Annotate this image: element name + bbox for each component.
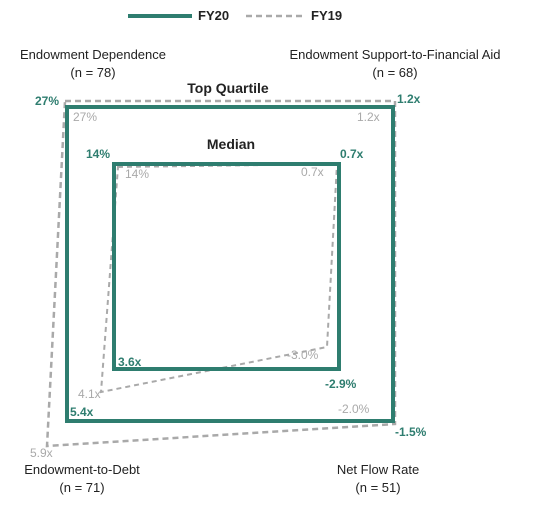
top-quartile-title: Top Quartile (187, 80, 269, 96)
label-fy19-tq-netflow: -2.0% (338, 402, 370, 416)
label-fy19-tq-dependence: 27% (73, 110, 97, 124)
fy19-top-quartile-polygon (45, 99, 397, 448)
label-fy19-tq-support: 1.2x (357, 110, 380, 124)
label-fy20-tq-debt: 5.4x (70, 405, 94, 419)
data-labels: 27% 1.2x -1.5% 5.4x 27% 1.2x -2.0% 5.9x … (30, 92, 427, 460)
label-fy19-med-netflow: -3.0% (287, 348, 319, 362)
label-fy19-tq-debt: 5.9x (30, 446, 53, 460)
legend-fy20-label: FY20 (198, 8, 229, 23)
legend-fy19-label: FY19 (311, 8, 342, 23)
axis-endowment-support-n: (n = 68) (372, 65, 417, 80)
axis-endowment-dependence-label: Endowment Dependence (20, 47, 166, 62)
axis-endowment-to-debt-n: (n = 71) (59, 480, 104, 495)
median-title: Median (207, 136, 255, 152)
axis-endowment-support-label: Endowment Support-to-Financial Aid (289, 47, 500, 62)
label-fy20-tq-netflow: -1.5% (395, 425, 427, 439)
fy20-top-quartile-polygon (65, 105, 395, 423)
label-fy20-med-support: 0.7x (340, 147, 364, 161)
label-fy19-med-dependence: 14% (125, 167, 149, 181)
axis-endowment-dependence-n: (n = 78) (70, 65, 115, 80)
label-fy20-tq-dependence: 27% (35, 94, 59, 108)
label-fy19-med-support: 0.7x (301, 165, 324, 179)
label-fy20-med-debt: 3.6x (118, 355, 142, 369)
fy20-median-polygon (112, 162, 341, 371)
axis-endowment-to-debt-label: Endowment-to-Debt (24, 462, 140, 477)
legend: FY20 FY19 (128, 8, 342, 23)
axis-net-flow-rate-n: (n = 51) (355, 480, 400, 495)
label-fy19-med-debt: 4.1x (78, 387, 101, 401)
label-fy20-tq-support: 1.2x (397, 92, 421, 106)
axis-net-flow-rate-label: Net Flow Rate (337, 462, 419, 477)
corner-labels: Endowment Dependence (n = 78) Endowment … (20, 47, 501, 495)
label-fy20-med-dependence: 14% (86, 147, 110, 161)
label-fy20-med-netflow: -2.9% (325, 377, 357, 391)
